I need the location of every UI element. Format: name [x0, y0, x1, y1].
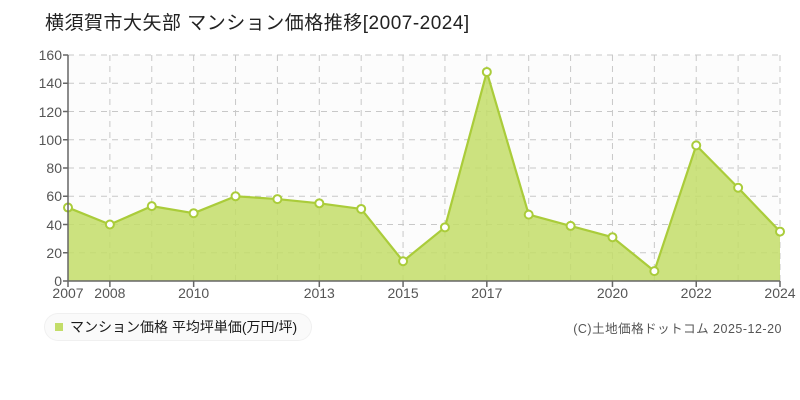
data-point-marker[interactable] — [691, 140, 702, 151]
page-title: 横須賀市大矢部 マンション価格推移[2007-2024] — [45, 13, 470, 34]
data-point-marker[interactable] — [565, 220, 576, 231]
data-point-marker[interactable] — [481, 66, 492, 77]
area-fill — [68, 71, 780, 281]
data-point-marker[interactable] — [775, 226, 785, 237]
data-point-marker[interactable] — [104, 219, 115, 230]
copyright-credit: (C)土地価格ドットコム 2025-12-20 — [573, 322, 782, 336]
x-axis-tick-label: 2017 — [471, 285, 503, 301]
chart-legend: マンション価格 平均坪単価(万円/坪) — [45, 314, 312, 340]
x-axis-tick-label: 2007 — [52, 285, 84, 301]
plot-area — [63, 54, 785, 287]
chart-canvas — [63, 54, 785, 287]
y-axis-labels: 0 20 40 60 80 100 120 140 160 — [0, 0, 62, 400]
x-axis-tick-label: 2013 — [303, 285, 335, 301]
y-axis-tick-label: 80 — [46, 160, 62, 176]
data-point-marker[interactable] — [398, 256, 409, 267]
x-axis-tick-label: 2024 — [764, 285, 796, 301]
y-axis-tick-label: 140 — [38, 75, 62, 92]
data-point-marker[interactable] — [733, 182, 744, 193]
y-axis-tick-label: 100 — [38, 131, 62, 148]
data-point-marker[interactable] — [523, 209, 534, 220]
x-axis-tick-label: 2020 — [596, 285, 629, 301]
x-axis-tick-label: 2008 — [94, 285, 126, 301]
y-axis-tick-label: 60 — [46, 188, 62, 205]
data-point-marker[interactable] — [439, 222, 450, 233]
y-axis-tick-label: 0 — [54, 273, 62, 289]
x-axis-tick-label: 2022 — [680, 285, 712, 301]
y-axis-tick-label: 160 — [38, 47, 62, 63]
series-line — [67, 70, 781, 273]
data-point-marker[interactable] — [230, 191, 241, 202]
data-point-marker[interactable] — [649, 266, 660, 277]
x-axis-tick-label: 2010 — [178, 285, 210, 301]
legend-item-label: マンション価格 平均坪単価(万円/坪) — [70, 319, 298, 335]
data-point-marker[interactable] — [272, 194, 283, 205]
legend-swatch-icon — [55, 323, 63, 331]
y-axis-tick-label: 120 — [38, 103, 62, 120]
data-point-marker[interactable] — [188, 208, 199, 219]
data-point-marker[interactable] — [356, 203, 367, 214]
x-axis-tick-label: 2015 — [387, 285, 419, 301]
data-point-marker[interactable] — [607, 232, 618, 243]
data-point-marker[interactable] — [314, 198, 325, 209]
y-axis-tick-label: 40 — [46, 216, 62, 233]
y-axis-tick-label: 20 — [46, 244, 62, 261]
data-point-marker[interactable] — [146, 201, 157, 212]
